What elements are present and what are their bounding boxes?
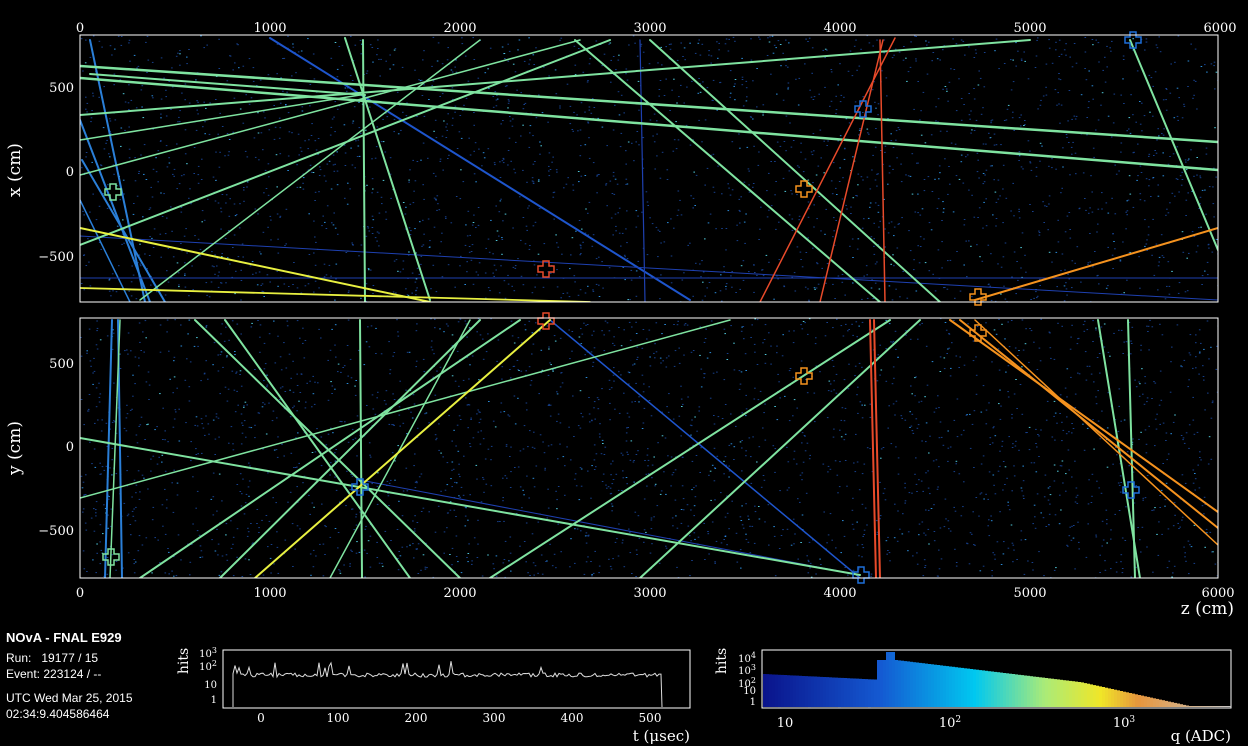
- time-x-tick: 100: [327, 711, 350, 725]
- side-y-tick: 0: [66, 440, 74, 455]
- charge-histogram[interactable]: 10 102 103 104 103 102 10 1 hits q (ADC): [714, 648, 1232, 745]
- side-y-tick: −500: [38, 524, 74, 539]
- charge-y-tick: 10: [743, 686, 756, 697]
- side-z-tick: 6000: [1201, 586, 1234, 601]
- run-value: 19177 / 15: [41, 651, 99, 665]
- charge-x-axis-label: q (ADC): [1171, 727, 1231, 745]
- experiment-title: NOvA - FNAL E929: [6, 630, 122, 645]
- charge-y-tick: 103: [738, 663, 756, 677]
- time-x-tick: 500: [639, 711, 662, 725]
- utc-time: 02:34:9.404586464: [6, 707, 110, 721]
- event-value: 223124 / --: [43, 667, 102, 681]
- time-x-tick: 300: [483, 711, 506, 725]
- time-histogram[interactable]: 0 100 200 300 400 500 103 102 10 1 hits …: [176, 646, 691, 745]
- run-label: Run:: [6, 651, 32, 665]
- time-y-tick: 10: [204, 680, 217, 691]
- top-z-tick: 5000: [1013, 21, 1046, 36]
- top-view-axes: 0 1000 2000 3000 4000 5000 6000 500 0 −5…: [5, 21, 1237, 265]
- top-view-panel[interactable]: [79, 31, 1219, 306]
- top-z-tick: 4000: [823, 21, 856, 36]
- top-z-tick: 2000: [443, 21, 476, 36]
- time-x-tick: 400: [561, 711, 584, 725]
- side-z-tick: 5000: [1013, 586, 1046, 601]
- top-view-tracks: [80, 37, 1218, 302]
- side-z-tick: 3000: [633, 586, 666, 601]
- time-x-tick: 0: [257, 711, 265, 725]
- charge-y-tick: 104: [738, 651, 756, 665]
- side-y-axis-label: y (cm): [5, 421, 25, 476]
- time-histogram-trace: [232, 661, 663, 708]
- charge-histogram-bars: [763, 652, 1231, 708]
- side-view-panel[interactable]: [79, 312, 1219, 584]
- side-z-tick: 4000: [823, 586, 856, 601]
- time-y-tick: 102: [199, 659, 217, 673]
- time-histogram-axes: 0 100 200 300 400 500 103 102 10 1 hits …: [176, 646, 690, 745]
- run-info-panel: NOvA - FNAL E929 Run: 19177 / 15 Event: …: [6, 630, 186, 722]
- utc-date: UTC Wed Mar 25, 2015: [6, 691, 133, 705]
- charge-y-tick: 102: [738, 676, 756, 690]
- event-row: Event: 223124 / --: [6, 666, 186, 682]
- side-view-tracks: [80, 319, 1218, 578]
- side-y-tick: 500: [49, 357, 74, 372]
- event-label: Event:: [6, 667, 41, 681]
- top-z-tick: 1000: [253, 21, 286, 36]
- top-z-tick: 0: [76, 21, 84, 36]
- side-view-axes: 0 1000 2000 3000 4000 5000 6000 500 0 −5…: [5, 357, 1235, 619]
- side-z-tick: 1000: [253, 586, 286, 601]
- side-z-tick: 0: [76, 586, 84, 601]
- side-z-tick: 2000: [443, 586, 476, 601]
- top-x-tick: 0: [66, 165, 74, 180]
- top-view-hits: [80, 35, 1218, 302]
- top-z-tick: 3000: [633, 21, 666, 36]
- time-x-tick: 200: [405, 711, 428, 725]
- time-y-tick: 1: [211, 695, 217, 706]
- charge-x-tick: 102: [939, 715, 961, 731]
- time-y-axis-label: hits: [176, 648, 192, 674]
- time-y-tick: 103: [199, 646, 217, 660]
- top-x-tick: −500: [38, 250, 74, 265]
- charge-x-tick: 10: [777, 716, 794, 731]
- top-view-vertex-markers: [104, 31, 1142, 306]
- charge-y-axis-label: hits: [714, 648, 730, 674]
- charge-y-tick: 1: [750, 697, 756, 708]
- charge-histogram-axes: 10 102 103 104 103 102 10 1 hits q (ADC): [714, 648, 1231, 745]
- side-z-axis-label: z (cm): [1181, 599, 1234, 619]
- top-x-axis-label: x (cm): [5, 143, 25, 197]
- charge-x-tick: 103: [1113, 715, 1136, 731]
- top-x-tick: 500: [49, 81, 74, 96]
- time-x-axis-label: t (μsec): [633, 727, 690, 745]
- run-row: Run: 19177 / 15: [6, 650, 186, 666]
- top-z-tick: 6000: [1203, 21, 1236, 36]
